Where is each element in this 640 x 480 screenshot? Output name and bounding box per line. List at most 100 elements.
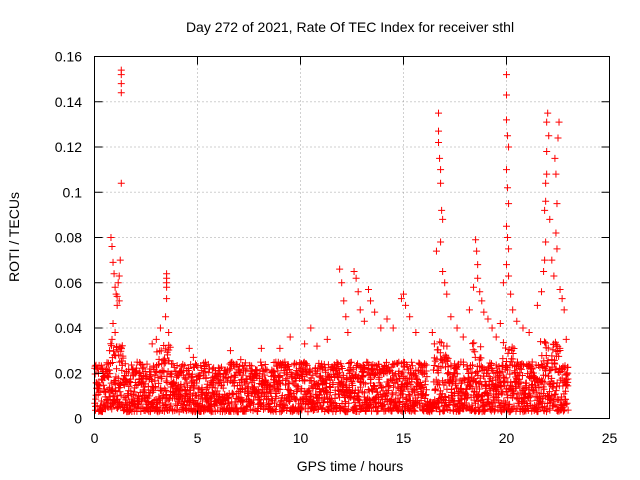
data-point bbox=[470, 339, 478, 347]
data-point bbox=[508, 343, 516, 351]
data-point bbox=[470, 283, 478, 291]
data-point bbox=[356, 399, 364, 407]
data-point bbox=[543, 118, 551, 126]
data-point bbox=[304, 408, 312, 416]
y-tick-label: 0.1 bbox=[63, 184, 83, 200]
data-point bbox=[540, 267, 548, 275]
y-tick-label: 0.08 bbox=[55, 230, 82, 246]
data-point bbox=[525, 329, 533, 337]
data-point bbox=[562, 335, 570, 343]
data-point bbox=[375, 360, 383, 368]
data-point bbox=[208, 365, 216, 373]
data-point bbox=[161, 385, 169, 393]
data-point bbox=[169, 360, 177, 368]
data-point bbox=[114, 374, 122, 382]
data-point bbox=[262, 377, 270, 385]
data-point bbox=[195, 375, 203, 383]
data-point bbox=[558, 295, 566, 303]
data-point bbox=[469, 340, 477, 348]
data-point bbox=[182, 389, 190, 397]
data-point bbox=[408, 362, 416, 370]
y-tick-label: 0 bbox=[74, 411, 82, 427]
data-point bbox=[354, 395, 362, 403]
data-point bbox=[121, 360, 129, 368]
data-point bbox=[323, 335, 331, 343]
data-point bbox=[490, 407, 498, 415]
x-tick-label: 20 bbox=[499, 430, 515, 446]
data-point bbox=[553, 200, 561, 208]
data-point bbox=[551, 154, 559, 162]
data-point bbox=[167, 402, 175, 410]
data-point bbox=[361, 389, 369, 397]
data-point bbox=[492, 333, 500, 341]
data-point bbox=[506, 370, 514, 378]
data-point bbox=[564, 375, 572, 383]
data-point bbox=[402, 301, 410, 309]
data-point bbox=[231, 371, 239, 379]
data-point bbox=[113, 292, 121, 300]
data-point bbox=[392, 389, 400, 397]
data-point bbox=[543, 148, 551, 156]
data-point bbox=[560, 306, 568, 314]
data-point bbox=[106, 347, 114, 355]
data-point bbox=[499, 355, 507, 363]
data-point bbox=[254, 387, 262, 395]
data-point bbox=[432, 247, 440, 255]
data-point bbox=[412, 329, 420, 337]
data-point bbox=[480, 308, 488, 316]
data-point bbox=[437, 364, 445, 372]
data-point bbox=[307, 324, 315, 332]
y-tick-label: 0.06 bbox=[55, 275, 82, 291]
data-point bbox=[360, 317, 368, 325]
data-point bbox=[421, 360, 429, 368]
data-point bbox=[162, 400, 170, 408]
data-point bbox=[184, 390, 192, 398]
data-point bbox=[491, 402, 499, 410]
data-point bbox=[217, 377, 225, 385]
data-point bbox=[381, 362, 389, 370]
data-point bbox=[239, 371, 247, 379]
data-point bbox=[477, 354, 485, 362]
data-point bbox=[113, 301, 121, 309]
data-point bbox=[107, 340, 115, 348]
data-point bbox=[436, 338, 444, 346]
data-point bbox=[528, 365, 536, 373]
data-point bbox=[530, 387, 538, 395]
data-point bbox=[293, 395, 301, 403]
data-point bbox=[550, 272, 558, 280]
data-point bbox=[503, 166, 510, 174]
data-point bbox=[496, 377, 504, 385]
data-point bbox=[540, 338, 548, 346]
data-point bbox=[155, 355, 163, 363]
data-point bbox=[410, 407, 418, 415]
data-point bbox=[217, 400, 225, 408]
data-point bbox=[109, 258, 117, 266]
data-point bbox=[386, 382, 394, 390]
data-point bbox=[162, 345, 170, 353]
data-point bbox=[209, 378, 217, 386]
data-point bbox=[459, 361, 467, 369]
data-point bbox=[556, 286, 564, 294]
data-point bbox=[314, 394, 322, 402]
data-point bbox=[370, 370, 378, 378]
data-point bbox=[118, 361, 126, 369]
data-point bbox=[416, 378, 424, 386]
data-point bbox=[181, 374, 189, 382]
data-point bbox=[130, 388, 138, 396]
y-tick-label: 0.04 bbox=[55, 320, 82, 336]
data-point bbox=[465, 306, 473, 314]
data-point bbox=[516, 383, 524, 391]
data-point bbox=[476, 385, 484, 393]
data-point bbox=[117, 345, 125, 353]
data-point bbox=[542, 197, 550, 205]
data-point bbox=[257, 362, 265, 370]
axis-ticks bbox=[94, 56, 610, 419]
data-point bbox=[471, 348, 479, 356]
data-point bbox=[419, 405, 427, 413]
data-point bbox=[115, 297, 123, 305]
data-point bbox=[241, 359, 249, 367]
data-point bbox=[473, 247, 481, 255]
data-point bbox=[545, 367, 553, 375]
data-point bbox=[503, 116, 510, 124]
x-tick-labels: 0 5 10 15 20 25 bbox=[91, 430, 618, 446]
